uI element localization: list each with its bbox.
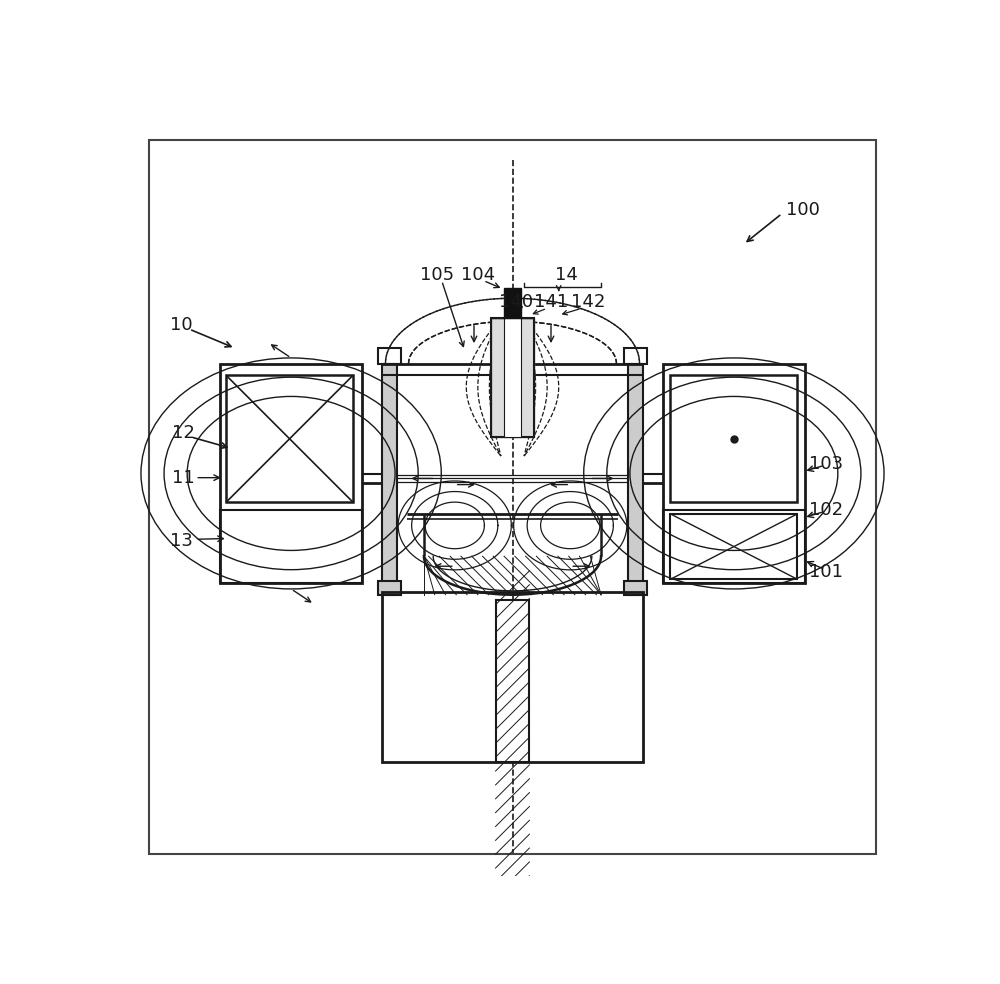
Bar xyxy=(378,348,401,364)
Bar xyxy=(670,375,797,502)
Text: 11: 11 xyxy=(172,468,195,487)
Text: 100: 100 xyxy=(786,201,820,218)
Bar xyxy=(491,318,534,437)
Text: 140: 140 xyxy=(499,293,533,311)
Bar xyxy=(496,600,529,762)
Bar xyxy=(663,364,805,584)
Text: 105: 105 xyxy=(420,266,454,284)
Text: 103: 103 xyxy=(809,455,843,472)
Text: 13: 13 xyxy=(170,531,193,550)
Bar xyxy=(491,318,534,437)
Text: 102: 102 xyxy=(809,501,843,519)
Text: 14: 14 xyxy=(555,266,578,284)
Bar xyxy=(663,510,805,584)
Bar xyxy=(220,510,362,584)
Bar xyxy=(382,592,643,762)
Bar xyxy=(504,318,521,437)
Bar xyxy=(670,514,797,580)
Text: 141: 141 xyxy=(534,293,568,311)
Bar xyxy=(624,581,647,594)
Bar xyxy=(624,348,647,364)
Bar xyxy=(504,288,521,318)
Text: 12: 12 xyxy=(172,424,195,442)
Bar xyxy=(220,364,362,584)
Text: 10: 10 xyxy=(170,316,192,335)
Text: 142: 142 xyxy=(571,293,605,311)
Bar xyxy=(382,364,397,594)
Bar xyxy=(378,581,401,594)
Bar xyxy=(226,375,353,502)
Bar xyxy=(628,364,643,594)
Text: 101: 101 xyxy=(809,563,843,581)
Text: 104: 104 xyxy=(461,266,495,284)
